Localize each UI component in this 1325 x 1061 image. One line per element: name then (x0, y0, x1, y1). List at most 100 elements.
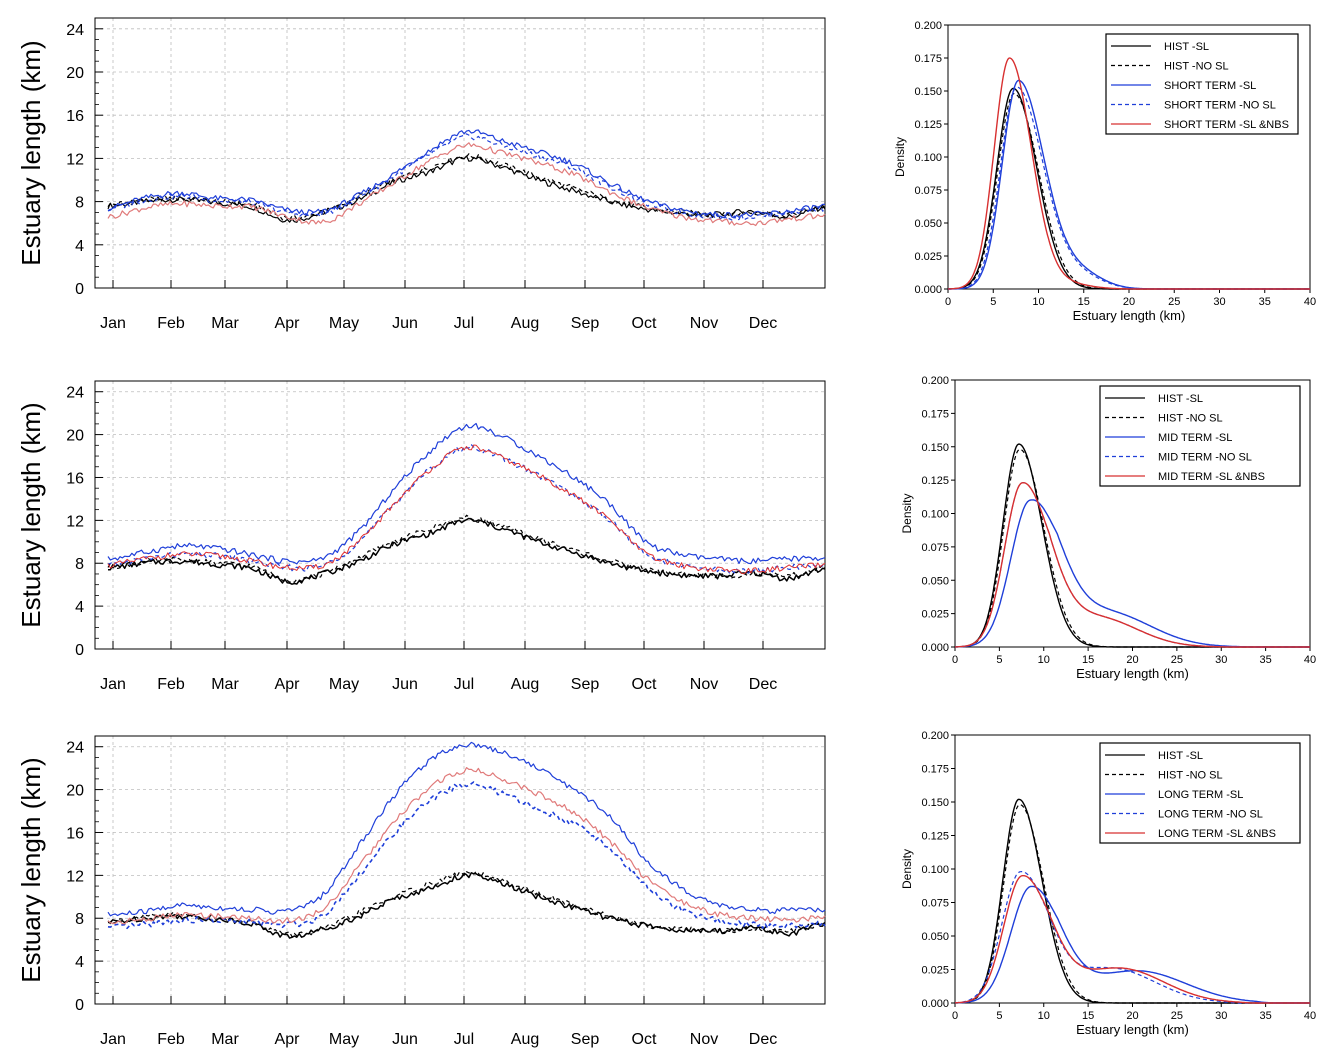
legend-label-hist-no-sl: HIST -NO SL (1164, 61, 1229, 73)
y-tick-label: 0.000 (921, 642, 949, 654)
y-tick-label: 0.125 (914, 119, 942, 131)
x-tick-label: 30 (1215, 1010, 1227, 1022)
y-tick-label: 0.000 (921, 998, 949, 1010)
y-tick-label: 0.150 (921, 797, 949, 809)
x-tick-label: 15 (1082, 654, 1094, 666)
y-tick-label: 0.050 (914, 218, 942, 230)
y-tick-label: 4 (75, 238, 84, 255)
y-tick-label: 0.075 (914, 185, 942, 197)
month-label: Mar (211, 1031, 239, 1048)
density-panel-long-term: 0.000 0.025 0.050 0.075 0.100 0.125 0.150 0.175… (900, 730, 1316, 1037)
legend-label-hist-sl: HIST -SL (1164, 41, 1209, 53)
density-curve-mid-term-sl (955, 499, 1310, 648)
y-tick-label: 0.125 (921, 475, 949, 487)
y-tick-label: 24 (66, 385, 84, 402)
legend-label-mid-term-no-sl: MID TERM -NO SL (1158, 452, 1252, 464)
y-tick-label: 20 (66, 65, 84, 82)
y-tick-label: 24 (66, 740, 84, 757)
y-tick-label: 0.175 (921, 764, 949, 776)
x-tick-label: 0 (952, 1010, 958, 1022)
x-tick-label: 5 (990, 296, 996, 308)
x-tick-label: 10 (1038, 654, 1050, 666)
month-label: Nov (690, 1031, 718, 1048)
y-tick-label: 24 (66, 22, 84, 39)
x-tick-label: 35 (1259, 296, 1271, 308)
month-label: Aug (511, 1031, 539, 1048)
density-curve-long-term-sl (955, 885, 1310, 1004)
y-tick-label: 0.050 (921, 575, 949, 587)
y-tick-label: 4 (75, 599, 84, 616)
month-label: May (329, 676, 359, 693)
series-line-short-term-no-sl (107, 133, 826, 221)
y-tick-label: 0.150 (921, 442, 949, 454)
series-line-hist-no-sl (107, 870, 826, 938)
x-tick-label: 35 (1260, 654, 1272, 666)
legend-box (1105, 33, 1299, 135)
month-label: Oct (632, 315, 657, 332)
y-axis-label: Estuary length (km) (16, 402, 46, 627)
x-tick-label: 35 (1260, 1010, 1272, 1022)
x-tick-label: 20 (1126, 1010, 1138, 1022)
month-label: May (329, 315, 359, 332)
y-tick-label: 0.200 (914, 20, 942, 32)
y-axis-label: Estuary length (km) (16, 40, 46, 265)
series-line-hist-no-sl (107, 514, 826, 583)
x-tick-label: 0 (945, 296, 951, 308)
y-tick-label: 8 (75, 195, 84, 212)
y-tick-label: 0.125 (921, 831, 949, 843)
series-line-short-term-sl-nbs (107, 142, 826, 227)
x-tick-label: 5 (996, 1010, 1002, 1022)
month-label: Aug (511, 676, 539, 693)
x-tick-label: 5 (996, 654, 1002, 666)
legend-label-hist-no-sl: HIST -NO SL (1158, 770, 1223, 782)
y-tick-label: 4 (75, 954, 84, 971)
x-tick-label: 0 (952, 654, 958, 666)
y-axis-label: Density (900, 493, 914, 533)
density-curve-long-term-sl-nbs (955, 875, 1310, 1004)
density-curve-mid-term-no-sl (955, 482, 1310, 648)
x-tick-label: 20 (1126, 654, 1138, 666)
y-axis-label: Density (893, 137, 907, 177)
month-label: Jun (392, 1031, 418, 1048)
y-tick-label: 0 (75, 281, 84, 298)
x-tick-label: 40 (1304, 1010, 1316, 1022)
month-label: Dec (749, 1031, 777, 1048)
y-tick-label: 0.150 (914, 86, 942, 98)
time-series-panel-long-term: 0 4 8 12 16 20 24 Jan Feb Mar Apr May Jun Jul Aug Sep Oc… (16, 735, 826, 1048)
time-series-panel-mid-term: 0 4 8 12 16 20 24 Jan Feb Mar Apr May Jun Jul Aug Sep Oc… (16, 380, 826, 693)
series-line-mid-term-sl (107, 422, 826, 565)
density-curve-short-term-sl-nbs (948, 57, 1310, 290)
month-label: Feb (157, 676, 185, 693)
x-tick-label: 40 (1304, 296, 1316, 308)
month-label: Feb (157, 315, 185, 332)
x-tick-label: 20 (1123, 296, 1135, 308)
month-label: Jun (392, 676, 418, 693)
x-tick-label: 15 (1078, 296, 1090, 308)
y-tick-label: 8 (75, 911, 84, 928)
month-label: Feb (157, 1031, 185, 1048)
legend-box (1099, 385, 1301, 487)
legend-label-mid-term-sl: MID TERM -SL (1158, 432, 1232, 444)
y-tick-label: 16 (66, 825, 84, 842)
plot-frame (94, 735, 826, 1005)
legend-label-short-term-no-sl: SHORT TERM -NO SL (1164, 100, 1276, 112)
x-tick-label: 30 (1213, 296, 1225, 308)
legend-label-hist-no-sl: HIST -NO SL (1158, 413, 1223, 425)
y-tick-label: 0.175 (914, 53, 942, 65)
legend-label-long-term-sl-nbs: LONG TERM -SL &NBS (1158, 828, 1276, 840)
y-tick-label: 8 (75, 556, 84, 573)
legend-label-short-term-sl-nbs: SHORT TERM -SL &NBS (1164, 119, 1289, 131)
series-line-mid-term-sl-nbs (107, 444, 826, 575)
y-tick-label: 20 (66, 783, 84, 800)
x-tick-label: 15 (1082, 1010, 1094, 1022)
month-label: Mar (211, 315, 239, 332)
y-tick-label: 0.025 (914, 251, 942, 263)
month-label: Oct (632, 1031, 657, 1048)
legend-label-short-term-sl: SHORT TERM -SL (1164, 80, 1256, 92)
density-curve-mid-term-sl-nbs (955, 482, 1310, 648)
y-axis-label: Estuary length (km) (16, 757, 46, 982)
month-label: Jan (100, 315, 126, 332)
series-line-hist-sl (107, 872, 826, 939)
month-label: Nov (690, 676, 718, 693)
x-tick-label: 25 (1171, 1010, 1183, 1022)
